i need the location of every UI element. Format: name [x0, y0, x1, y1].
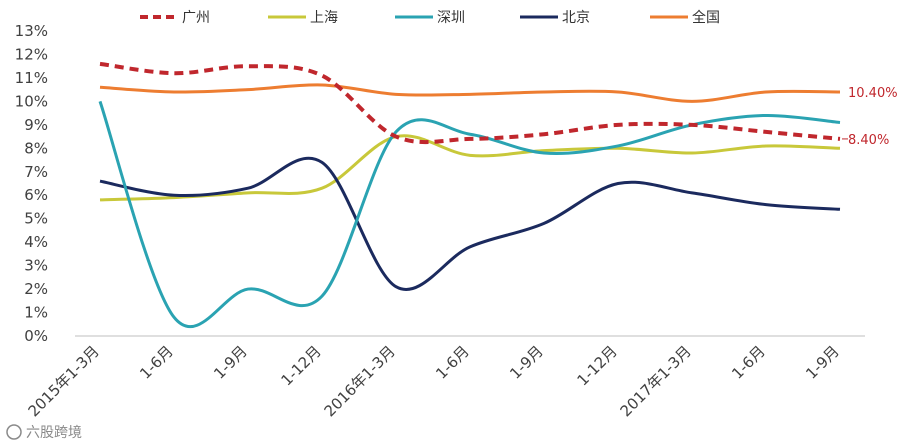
legend-label: 深圳	[437, 10, 465, 26]
x-tick-label: 1-6月	[728, 342, 769, 383]
series-line-2	[99, 134, 841, 202]
legend-label: 全国	[692, 9, 720, 26]
x-tick-label: 1-9月	[506, 342, 547, 383]
x-tick-label: 1-6月	[136, 342, 177, 383]
legend-label: 上海	[310, 10, 338, 26]
x-tick-label: 2016年1-3月	[321, 342, 399, 420]
end-label: 10.40%	[848, 86, 898, 101]
y-tick-label: 13%	[15, 22, 48, 40]
y-tick-label: 6%	[24, 186, 48, 204]
x-tick-label: 1-12月	[277, 342, 324, 389]
y-axis: 0% 1% 2% 3% 4% 5% 6% 7% 8% 9% 10% 11% 12% 13%	[15, 22, 48, 345]
y-tick-label: 8%	[24, 139, 48, 157]
series-line-4	[99, 156, 841, 291]
series-group	[98, 61, 841, 329]
series-line-3	[98, 100, 841, 329]
end-labels: 10.40% 8.40%	[842, 86, 898, 148]
legend-label: 北京	[562, 10, 590, 26]
x-tick-label: 2015年1-3月	[25, 342, 103, 420]
series-line-5	[99, 83, 841, 103]
watermark: 六股跨境	[6, 424, 82, 441]
y-tick-label: 5%	[24, 210, 48, 228]
y-tick-label: 7%	[24, 163, 48, 181]
legend: 广州 上海 深圳 北京 全国	[140, 9, 720, 26]
x-tick-label: 2017年1-3月	[617, 342, 695, 420]
legend-label: 广州	[182, 10, 210, 26]
y-tick-label: 1%	[24, 304, 48, 322]
watermark-text: 六股跨境	[26, 425, 82, 441]
end-label: 8.40%	[848, 133, 889, 148]
y-tick-label: 11%	[15, 69, 48, 87]
x-tick-label: 1-9月	[210, 342, 251, 383]
y-tick-label: 10%	[15, 92, 48, 110]
series-line-1	[99, 61, 841, 145]
y-tick-label: 4%	[24, 233, 48, 251]
y-tick-label: 3%	[24, 257, 48, 275]
y-tick-label: 2%	[24, 280, 48, 298]
x-tick-label: 1-6月	[432, 342, 473, 383]
y-tick-label: 0%	[24, 327, 48, 345]
y-tick-label: 12%	[15, 45, 48, 63]
y-tick-label: 9%	[24, 116, 48, 134]
x-tick-label: 1-12月	[573, 342, 620, 389]
x-tick-label: 1-9月	[802, 342, 843, 383]
watermark-logo-icon	[6, 424, 22, 440]
